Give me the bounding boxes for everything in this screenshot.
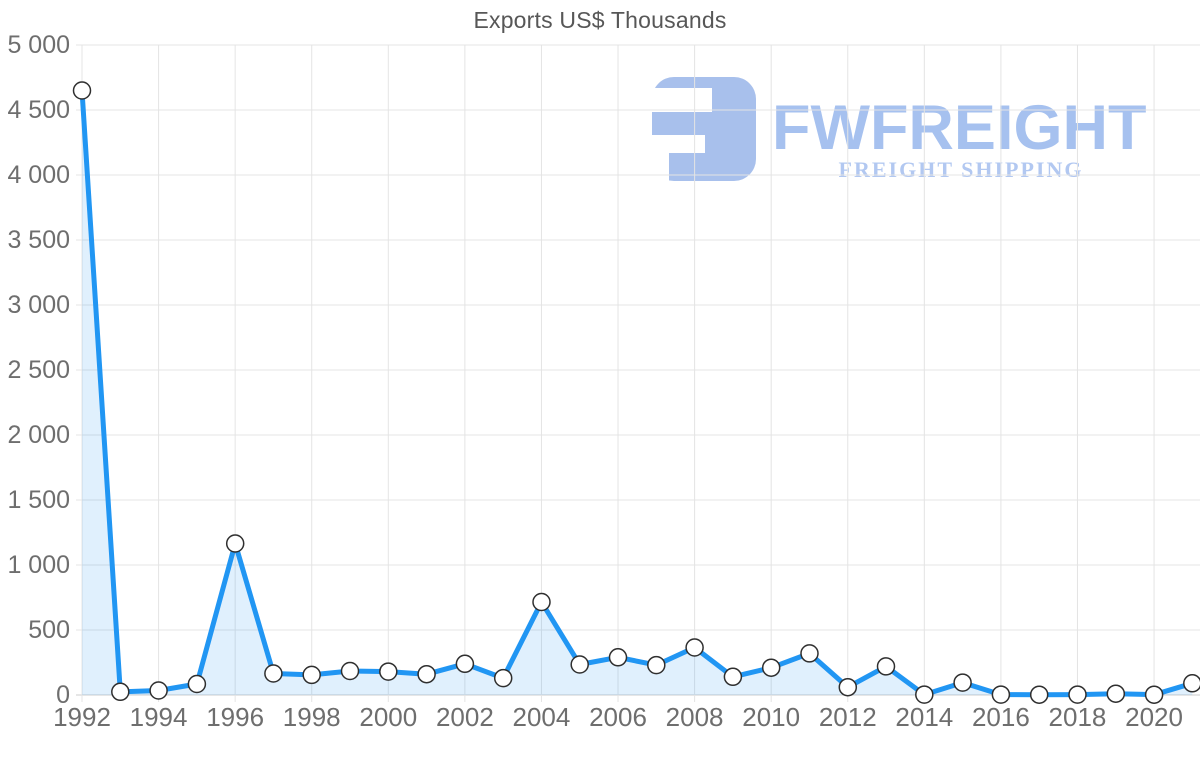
data-point-1998[interactable] — [302, 665, 321, 685]
x-axis-tick-label: 2012 — [818, 702, 877, 732]
data-point-2010[interactable] — [761, 658, 781, 677]
x-axis-tick-label: 2014 — [895, 702, 954, 732]
data-point-2000[interactable] — [379, 662, 398, 681]
data-point-2019[interactable] — [1106, 684, 1126, 703]
data-point-2021[interactable] — [1183, 674, 1200, 693]
x-axis-tick-label: 1998 — [282, 702, 341, 732]
data-point-2001[interactable] — [417, 664, 436, 684]
data-point-2015[interactable] — [953, 673, 972, 692]
logo-notch — [652, 135, 705, 153]
data-point-1999[interactable] — [340, 661, 360, 681]
data-point-2007[interactable] — [647, 655, 666, 675]
data-point-1992[interactable] — [72, 81, 92, 100]
x-axis-tick-label: 2018 — [1048, 702, 1107, 732]
x-axis-tick-label: 1994 — [129, 702, 188, 732]
logo-notch — [652, 88, 712, 112]
data-point-2017[interactable] — [1029, 685, 1049, 704]
data-point-1995[interactable] — [187, 674, 207, 694]
data-point-2020[interactable] — [1144, 685, 1164, 704]
x-axis-tick-label: 2004 — [512, 702, 571, 732]
x-axis-tick-label: 1992 — [53, 702, 111, 732]
y-axis-tick-label: 3 000 — [7, 291, 70, 319]
data-point-2018[interactable] — [1068, 685, 1087, 704]
fwfreight-logo-icon — [652, 77, 756, 181]
x-axis-tick-label: 2008 — [665, 702, 724, 732]
y-axis-tick-label: 1 500 — [7, 486, 70, 514]
x-axis-tick-label: 2000 — [359, 702, 418, 732]
y-axis-tick-label: 4 000 — [7, 161, 70, 189]
watermark-logo: FWFREIGHT FREIGHT SHIPPING — [652, 77, 1152, 182]
data-point-1993[interactable] — [111, 682, 130, 702]
x-axis-tick-label: 2010 — [742, 702, 801, 732]
chart-title: Exports US$ Thousands — [473, 7, 727, 33]
data-point-2005[interactable] — [570, 655, 589, 674]
watermark-brand-text: FWFREIGHT — [772, 93, 1147, 163]
y-axis-tick-label: 500 — [28, 616, 70, 644]
y-axis-tick-label: 2 500 — [7, 356, 70, 384]
data-point-2004[interactable] — [532, 592, 551, 612]
data-point-1994[interactable] — [149, 681, 168, 700]
data-point-1996[interactable] — [225, 534, 245, 553]
y-axis-tick-label: 0 — [56, 681, 70, 709]
x-axis-tick-label: 2016 — [971, 702, 1030, 732]
y-axis-tick-label: 2 000 — [7, 421, 70, 449]
logo-notch — [652, 153, 669, 181]
x-axis-tick-label: 2020 — [1125, 702, 1183, 732]
y-axis-tick-label: 3 500 — [7, 226, 70, 254]
data-point-2002[interactable] — [455, 654, 475, 674]
x-axis-tick-label: 1996 — [206, 702, 265, 732]
x-axis-tick-label: 2002 — [435, 702, 494, 732]
data-point-2008[interactable] — [685, 638, 704, 657]
y-axis-tick-label: 1 000 — [7, 551, 70, 579]
x-axis-tick-label: 2006 — [589, 702, 647, 732]
data-point-2013[interactable] — [876, 657, 896, 676]
data-point-2014[interactable] — [915, 685, 934, 704]
data-point-2012[interactable] — [838, 677, 858, 697]
y-axis-tick-label: 4 500 — [7, 96, 70, 124]
data-point-1997[interactable] — [264, 664, 283, 683]
data-point-2003[interactable] — [493, 668, 513, 688]
data-point-2009[interactable] — [723, 667, 743, 687]
data-point-2016[interactable] — [991, 685, 1011, 704]
watermark-tagline-text: FREIGHT SHIPPING — [838, 157, 1084, 182]
y-axis-tick-label: 5 000 — [7, 31, 70, 59]
area-fill — [82, 90, 1193, 695]
data-point-2006[interactable] — [608, 648, 628, 667]
data-point-2011[interactable] — [800, 644, 819, 663]
